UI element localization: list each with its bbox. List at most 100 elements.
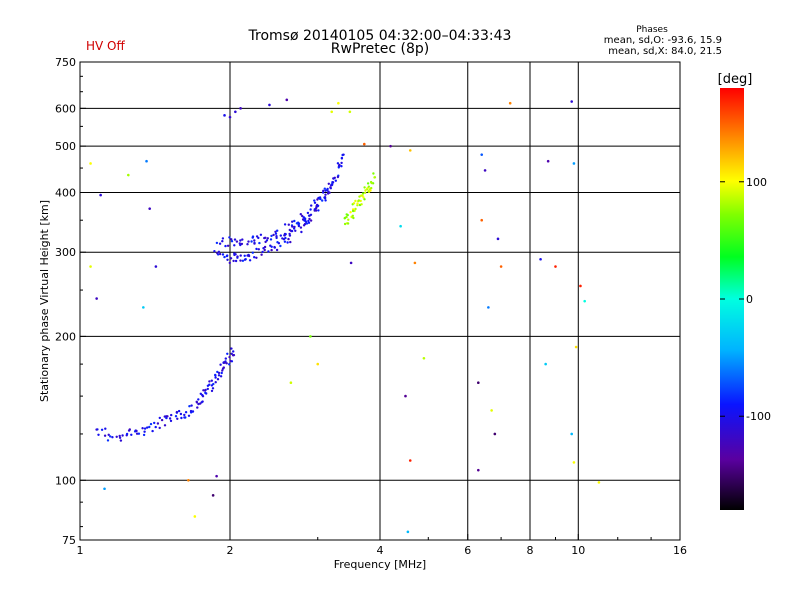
trace-point xyxy=(340,161,343,165)
scatter-point xyxy=(480,153,484,156)
trace-point xyxy=(313,199,316,202)
trace-point xyxy=(243,258,247,261)
trace-point xyxy=(201,393,204,397)
trace-point xyxy=(221,240,224,243)
trace-point xyxy=(206,387,209,391)
colorbar-label: [deg] xyxy=(718,72,753,87)
trace-point xyxy=(197,398,200,401)
trace-point xyxy=(317,209,320,212)
trace-point xyxy=(324,199,327,202)
trace-point xyxy=(236,256,239,259)
scatter-point xyxy=(483,169,487,172)
trace-point xyxy=(228,363,231,366)
trace-point xyxy=(233,238,237,241)
trace-point xyxy=(135,432,139,435)
scatter-point xyxy=(572,461,576,464)
scatter-point xyxy=(103,487,106,491)
scatter-point xyxy=(493,432,497,436)
trace-point xyxy=(214,381,217,384)
trace-point xyxy=(154,425,157,429)
trace-point xyxy=(211,387,215,390)
trace-point xyxy=(230,238,233,241)
trace-point xyxy=(230,352,233,355)
trace-point xyxy=(158,426,161,430)
trace-point xyxy=(314,207,318,210)
trace-point xyxy=(107,433,110,436)
trace-point xyxy=(241,259,245,262)
scatter-point xyxy=(544,362,547,366)
trace-point xyxy=(263,248,266,252)
scatter-point xyxy=(154,265,158,268)
trace-point xyxy=(210,384,214,387)
trace-point xyxy=(327,182,330,185)
trace-point xyxy=(204,388,207,392)
trace-point xyxy=(264,236,267,239)
scatter-point xyxy=(579,284,582,288)
trace-point xyxy=(265,239,269,242)
scatter-point xyxy=(546,159,550,163)
trace-point xyxy=(354,199,357,203)
scatter-point xyxy=(539,257,542,261)
trace-point xyxy=(239,239,242,242)
scatter-point xyxy=(499,265,503,268)
trace-point xyxy=(286,241,289,244)
trace-point xyxy=(359,199,362,203)
trace-point xyxy=(346,222,350,225)
trace-point xyxy=(269,244,272,247)
trace-point xyxy=(260,253,263,256)
trace-point xyxy=(326,188,329,192)
trace-point xyxy=(276,229,279,232)
x-tick-label: 1 xyxy=(77,544,84,557)
scatter-point xyxy=(99,193,102,197)
trace-point xyxy=(303,222,307,226)
x-axis-ticks: 1 2 4 6 8 10 16 xyxy=(77,534,687,557)
trace-point xyxy=(367,185,370,188)
colorbar-tick-label: -100 xyxy=(746,410,771,423)
trace-point xyxy=(232,259,235,263)
trace-point xyxy=(267,250,270,253)
gridlines xyxy=(80,62,680,540)
trace-point xyxy=(347,218,350,221)
trace-point xyxy=(214,373,217,377)
trace-point xyxy=(342,153,345,156)
trace-point xyxy=(176,417,179,420)
chart-subtitle: RwPretec (8p) xyxy=(331,41,429,57)
trace-point xyxy=(125,432,129,436)
trace-point xyxy=(248,259,252,262)
colorbar-tick-label: 100 xyxy=(746,176,767,189)
scatter-point xyxy=(145,159,148,163)
trace-point xyxy=(283,240,287,243)
trace-point xyxy=(293,219,296,223)
trace-point xyxy=(275,236,278,240)
trace-point xyxy=(291,225,294,228)
trace-point xyxy=(223,255,226,259)
trace-point xyxy=(363,198,366,201)
trace-point xyxy=(367,190,370,193)
y-tick-label: 200 xyxy=(55,330,76,343)
trace-point xyxy=(239,254,242,257)
scatter-point xyxy=(148,207,152,210)
trace-point xyxy=(330,183,334,187)
colorbar-ticks: 100 0 -100 xyxy=(720,176,771,423)
trace-point xyxy=(364,189,367,192)
scatter-point xyxy=(508,101,512,105)
trace-point xyxy=(119,439,123,442)
trace-point xyxy=(287,223,290,226)
trace-point xyxy=(221,369,224,372)
trace-point xyxy=(270,248,273,252)
trace-point xyxy=(174,415,178,418)
trace-point xyxy=(146,426,149,429)
x-tick-label: 4 xyxy=(377,544,384,557)
trace-point xyxy=(233,252,236,255)
trace-point xyxy=(210,379,213,382)
trace-point xyxy=(364,191,367,194)
trace-point xyxy=(334,179,337,182)
trace-point xyxy=(200,401,203,404)
trace-point xyxy=(309,219,313,222)
trace-point xyxy=(228,355,231,359)
stats-o-mode: mean, sd,O: -93.6, 15.9 xyxy=(604,35,722,46)
trace-point xyxy=(128,428,131,431)
trace-point xyxy=(318,197,321,200)
trace-point xyxy=(228,261,231,265)
